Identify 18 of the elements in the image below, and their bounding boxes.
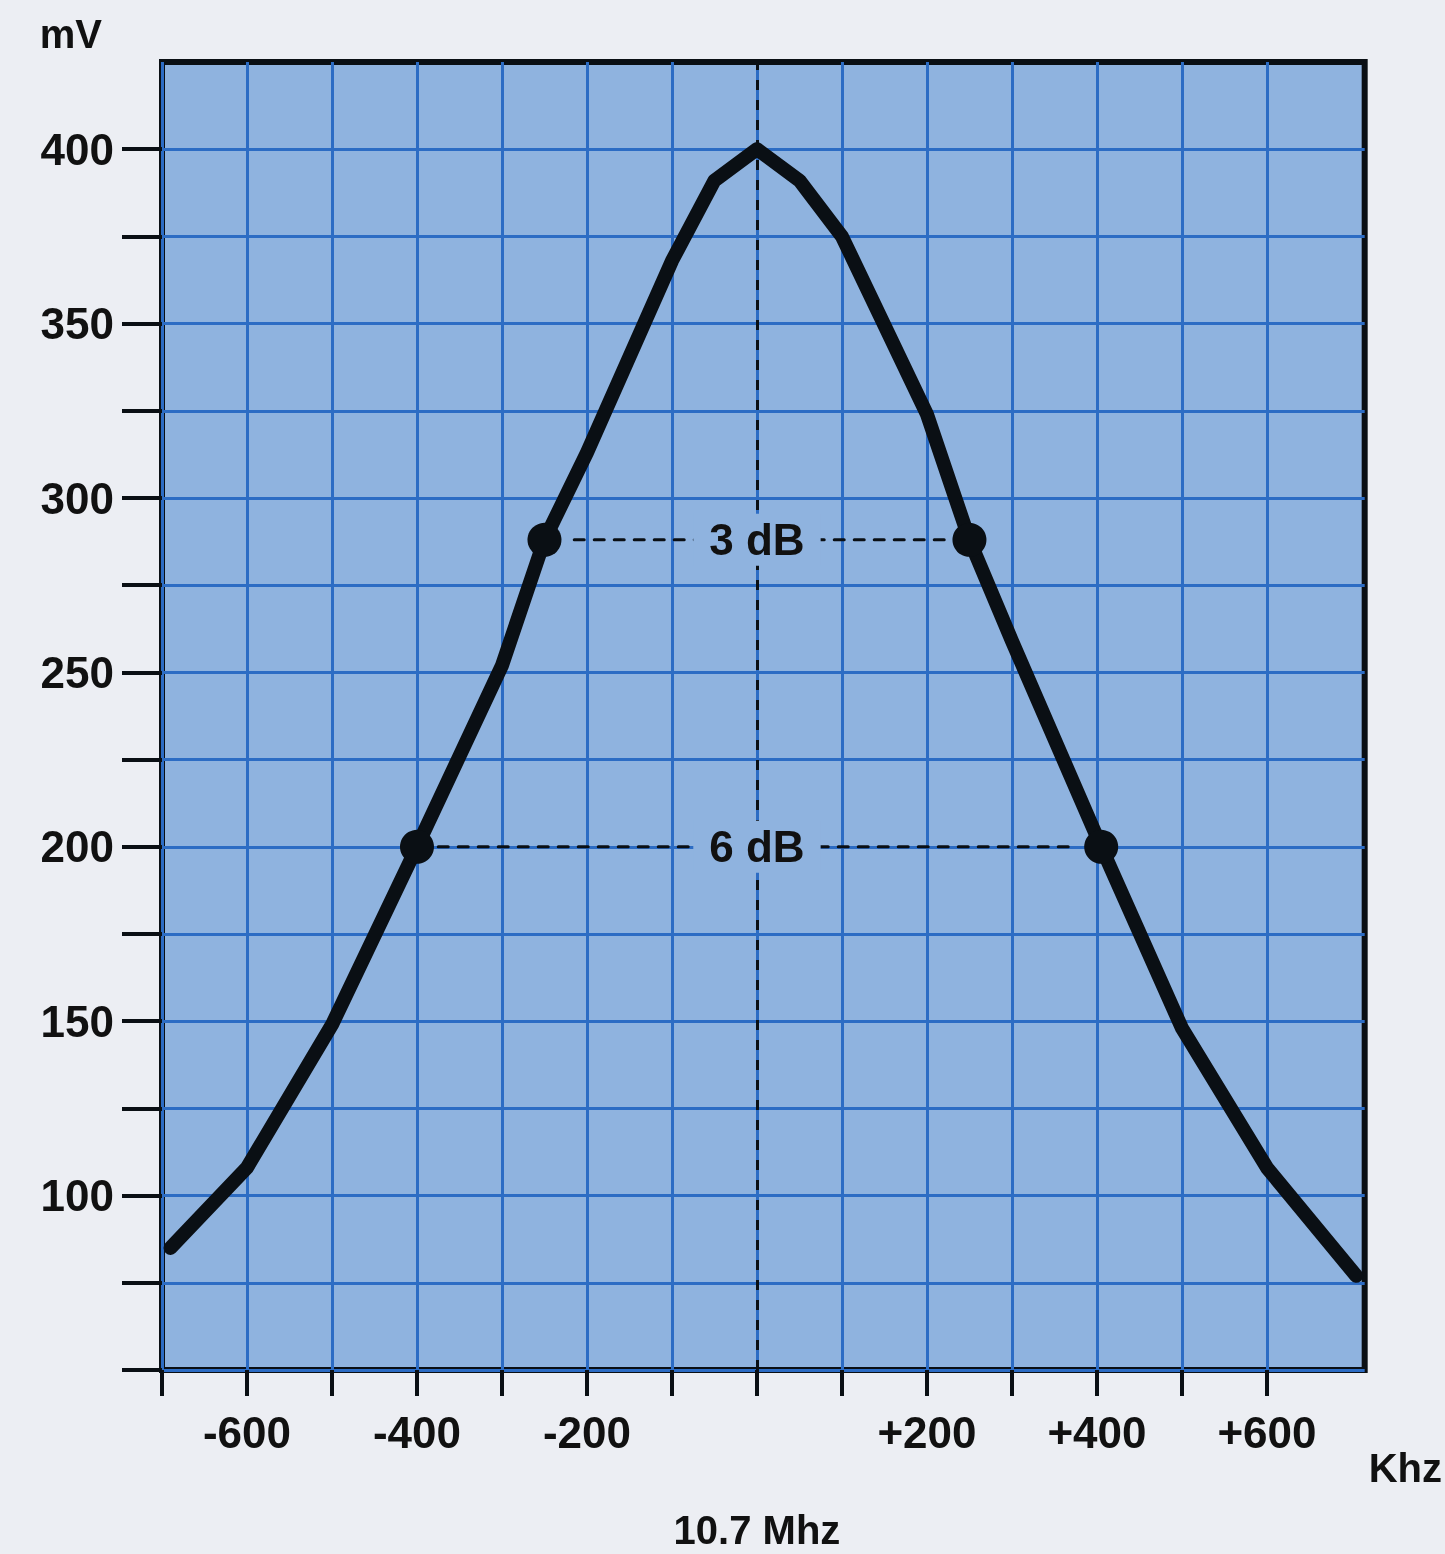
x-tick-label: +200 (877, 1407, 977, 1457)
x-tick-label: -400 (372, 1407, 462, 1457)
y-tick-label: 400 (40, 124, 114, 174)
x-tick-label: +600 (1217, 1407, 1317, 1457)
x-tick-label: -600 (202, 1407, 292, 1457)
x-axis-title: Khz (1368, 1446, 1443, 1490)
x-tick-label: -200 (542, 1407, 632, 1457)
annotation: 3 dB (709, 515, 805, 565)
y-tick-label: 300 (40, 473, 114, 523)
y-tick-label: 350 (40, 299, 114, 349)
y-tick-label: 200 (40, 822, 114, 872)
y-tick-label: 150 (40, 996, 114, 1046)
text: 10.7 Mhz (673, 1508, 841, 1552)
annotation: 6 dB (709, 822, 805, 872)
y-tick-label: 100 (40, 1171, 114, 1221)
y-tick-label: 250 (40, 647, 114, 697)
x-tick-label: +400 (1047, 1407, 1147, 1457)
y-axis-title: mV (39, 12, 103, 56)
